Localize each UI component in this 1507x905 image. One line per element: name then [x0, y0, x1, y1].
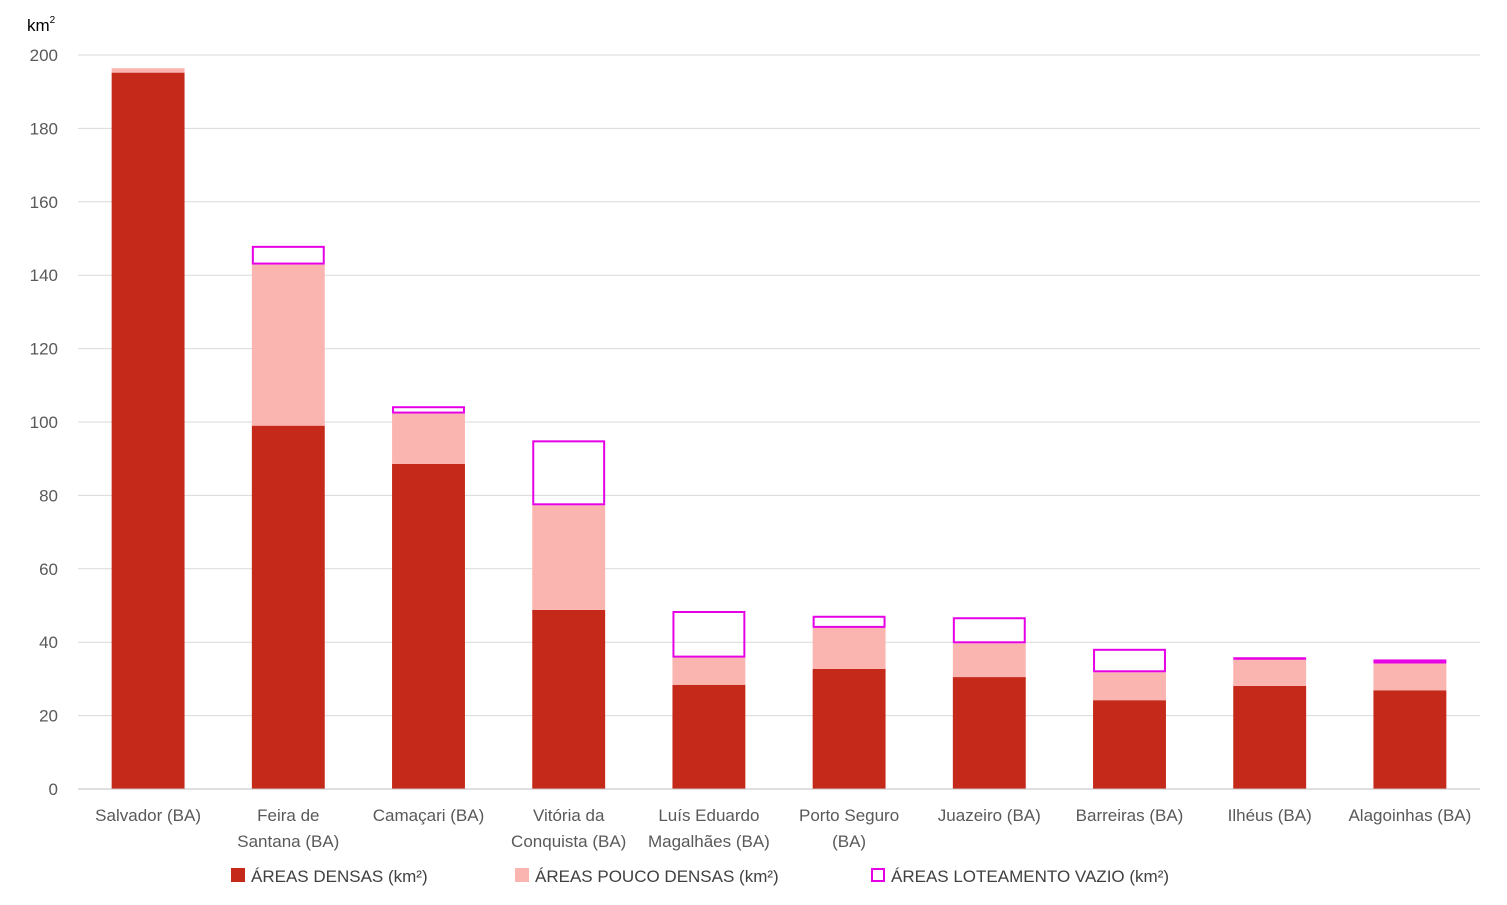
bar-segment-loteamento-vazio — [1373, 659, 1447, 664]
x-category-label: Ilhéus (BA) — [1228, 806, 1312, 825]
bar-segment-densas — [812, 668, 886, 789]
y-tick-label: 100 — [30, 413, 58, 432]
bar-segment-pouco-densas — [672, 657, 746, 685]
legend-swatch — [231, 868, 245, 882]
y-unit-superscript: 2 — [50, 15, 56, 26]
bar-segment-densas — [111, 72, 185, 790]
bar-segment-densas — [1093, 700, 1166, 789]
y-unit-text: km — [27, 16, 50, 35]
bar-segment-loteamento-vazio — [952, 617, 1026, 644]
y-tick-label: 160 — [30, 193, 58, 212]
x-category-label: Feira de Santana (BA) — [237, 806, 339, 851]
bar-segment-loteamento-vazio — [251, 245, 325, 265]
bar-segment-loteamento-vazio — [1093, 648, 1166, 673]
y-tick-label: 80 — [39, 486, 58, 505]
x-category-label: Salvador (BA) — [95, 806, 201, 825]
y-unit-label: km2 — [27, 15, 56, 35]
bar-segment-pouco-densas — [251, 264, 325, 426]
y-tick-label: 0 — [49, 780, 58, 799]
legend-label: ÁREAS POUCO DENSAS (km²) — [535, 867, 779, 886]
legend-swatch — [515, 868, 529, 882]
bar-segment-densas — [952, 677, 1026, 789]
bar-segment-densas — [392, 463, 465, 789]
bar-segment-pouco-densas — [1373, 663, 1447, 691]
y-tick-label: 180 — [30, 119, 58, 138]
x-category-label: Barreiras (BA) — [1076, 806, 1184, 825]
bar-segment-pouco-densas — [392, 413, 465, 464]
y-tick-label: 140 — [30, 266, 58, 285]
legend-label: ÁREAS DENSAS (km²) — [251, 867, 428, 886]
x-category-label: Alagoinhas (BA) — [1348, 806, 1471, 825]
y-tick-label: 200 — [30, 46, 58, 65]
x-category-label: Luís Eduardo Magalhães (BA) — [648, 806, 770, 851]
bar-segment-densas — [532, 609, 606, 789]
x-category-label: Juazeiro (BA) — [938, 806, 1041, 825]
bar-segment-pouco-densas — [812, 627, 886, 669]
y-tick-label: 40 — [39, 633, 58, 652]
x-category-label: Vitória da Conquista (BA) — [511, 806, 626, 851]
legend-label: ÁREAS LOTEAMENTO VAZIO (km²) — [891, 867, 1169, 886]
legend-swatch — [871, 868, 885, 882]
bar-segment-densas — [1373, 690, 1447, 789]
x-category-label: Camaçari (BA) — [373, 806, 484, 825]
bar-segment-loteamento-vazio — [1233, 657, 1307, 660]
category-labels: Salvador (BA) Feira de Santana (BA) Camaçar… — [95, 806, 1471, 851]
bar-segment-pouco-densas — [111, 68, 185, 73]
bar-segment-pouco-densas — [532, 505, 606, 610]
bar-segment-densas — [1233, 685, 1307, 789]
x-category-label: Porto Seguro (BA) — [799, 806, 899, 851]
bar-segment-loteamento-vazio — [392, 406, 465, 414]
legend: ÁREAS DENSAS (km²) ÁREAS POUCO DENSAS (km… — [231, 867, 1169, 886]
y-tick-label: 20 — [39, 707, 58, 726]
y-tick-label: 120 — [30, 340, 58, 359]
bar-segment-pouco-densas — [1093, 672, 1166, 701]
bars — [111, 68, 1447, 790]
bar-segment-pouco-densas — [952, 643, 1026, 678]
y-axis-ticks: 0 20 40 60 80 100 120 140 160 180 200 — [30, 46, 58, 799]
bar-segment-pouco-densas — [1233, 659, 1307, 686]
bar-segment-densas — [251, 425, 325, 789]
bar-segment-loteamento-vazio — [812, 615, 886, 628]
y-tick-label: 60 — [39, 560, 58, 579]
bar-segment-densas — [672, 684, 746, 789]
bar-segment-loteamento-vazio — [532, 440, 606, 506]
bar-segment-loteamento-vazio — [672, 611, 746, 658]
